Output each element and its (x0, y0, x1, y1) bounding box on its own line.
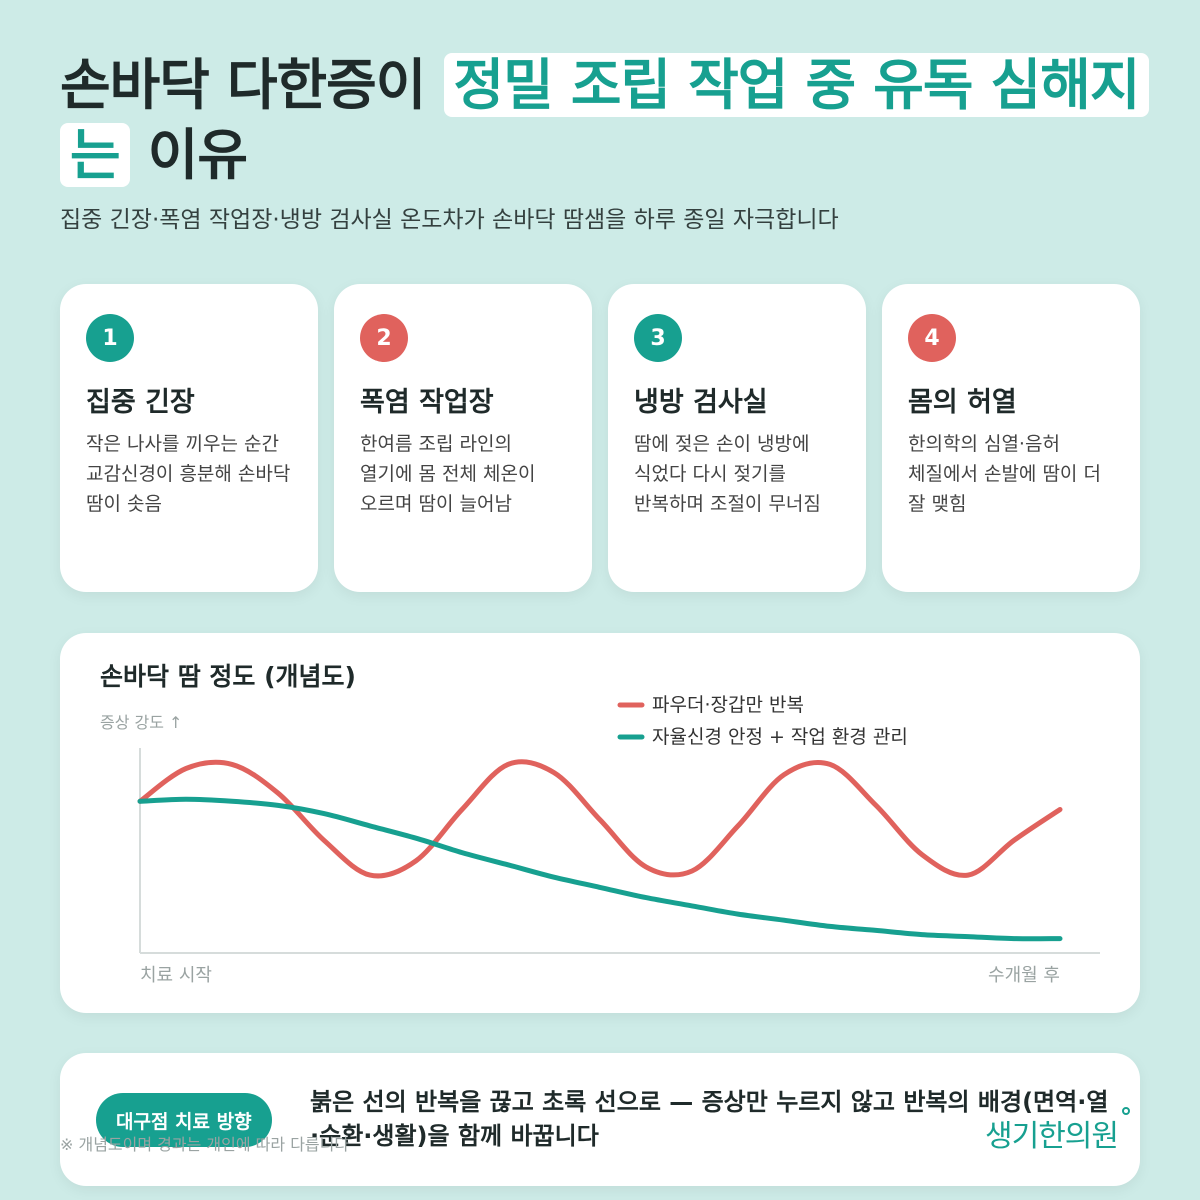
card-number-badge: 3 (634, 314, 682, 362)
card-description: 땀에 젖은 손이 냉방에 식었다 다시 젖기를 반복하며 조절이 무너짐 (634, 433, 821, 515)
treatment-direction-card: 대구점 치료 방향 붉은 선의 반복을 끊고 초록 선으로 — 증상만 누르지 … (60, 1053, 1140, 1186)
treatment-direction-text: 붉은 선의 반복을 끊고 초록 선으로 — 증상만 누르지 않고 반복의 배경(… (310, 1088, 1109, 1150)
title-highlight-part-1: 정밀 조립 작업 중 유독 심해지 (453, 53, 1141, 117)
card-number-badge: 1 (86, 314, 134, 362)
series-line-autonomic-stabilization (137, 796, 1063, 942)
title-prefix: 손바닥 다한증이 (60, 53, 426, 117)
cause-cards: 1 집중 긴장 작은 나사를 끼우는 순간 교감신경이 흥분해 손바닥 땀이 솟… (60, 284, 1140, 592)
card-title: 집중 긴장 (86, 387, 195, 418)
cause-card-3: 3 냉방 검사실 땀에 젖은 손이 냉방에 식었다 다시 젖기를 반복하며 조절… (608, 284, 866, 592)
clinic-logo: 생기한의원 (985, 1107, 1130, 1155)
treatment-direction-badge: 대구점 치료 방향 (96, 1093, 272, 1147)
x-axis-start-label: 치료 시작 (140, 965, 212, 986)
title-suffix: 이유 (147, 123, 248, 187)
y-axis-label: 증상 강도 ↑ (100, 713, 182, 732)
legend-label-teal: 자율신경 안정 + 작업 환경 관리 (652, 726, 908, 748)
card-title: 폭염 작업장 (360, 387, 494, 418)
card-title: 냉방 검사실 (634, 387, 768, 418)
card-description: 작은 나사를 끼우는 순간 교감신경이 흥분해 손바닥 땀이 솟음 (86, 433, 291, 515)
card-number-badge: 4 (908, 314, 956, 362)
cause-card-2: 2 폭염 작업장 한여름 조립 라인의 열기에 몸 전체 체온이 오르며 땀이 … (334, 284, 592, 592)
clinic-logo-text: 생기한의원 (985, 1119, 1119, 1154)
card-number-badge: 2 (360, 314, 408, 362)
title-highlight-part-2: 는 (70, 123, 121, 187)
card-description: 한의학의 심열·음허 체질에서 손발에 땀이 더 잘 맺힘 (908, 433, 1101, 515)
chart-card: 손바닥 땀 정도 (개념도) 증상 강도 ↑ 치료 시작 수개월 후 파우더·장… (60, 633, 1140, 1013)
legend-label-red: 파우더·장갑만 반복 (652, 694, 804, 716)
cause-card-4: 4 몸의 허열 한의학의 심열·음허 체질에서 손발에 땀이 더 잘 맺힘 (882, 284, 1140, 592)
logo-dot-icon (1122, 1107, 1130, 1115)
series-layer (137, 759, 1063, 942)
chart-title: 손바닥 땀 정도 (개념도) (100, 662, 356, 691)
card-title: 몸의 허열 (908, 387, 1017, 418)
disclaimer-footnote: ※ 개념도이며 경과는 개인에 따라 다릅니다 (60, 1135, 350, 1154)
sweat-level-chart: 손바닥 땀 정도 (개념도) 증상 강도 ↑ 치료 시작 수개월 후 파우더·장… (100, 662, 1100, 986)
series-line-powder-gloves-only (137, 759, 1063, 879)
page-subtitle: 집중 긴장·폭염 작업장·냉방 검사실 온도차가 손바닥 땀샘을 하루 종일 자… (60, 207, 839, 233)
cause-card-1: 1 집중 긴장 작은 나사를 끼우는 순간 교감신경이 흥분해 손바닥 땀이 솟… (60, 284, 318, 592)
x-axis-end-label: 수개월 후 (988, 965, 1060, 986)
card-description: 한여름 조립 라인의 열기에 몸 전체 체온이 오르며 땀이 늘어남 (360, 433, 536, 515)
chart-legend: 파우더·장갑만 반복 자율신경 안정 + 작업 환경 관리 (617, 694, 908, 748)
